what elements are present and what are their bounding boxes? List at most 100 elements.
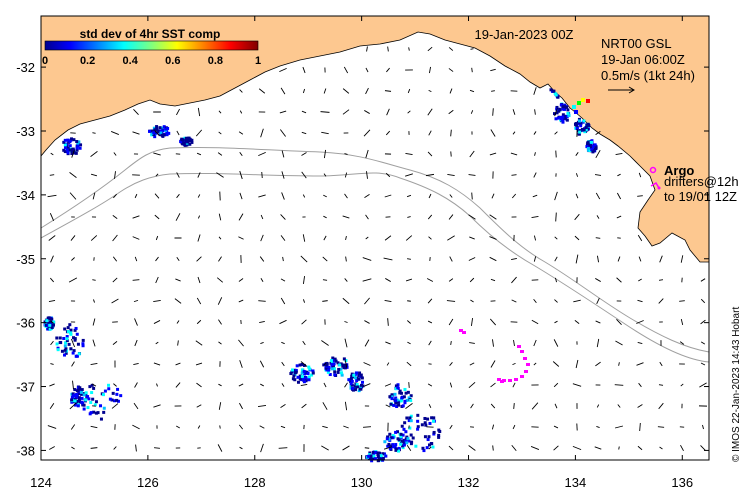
sst-patch-cell (593, 143, 597, 147)
sst-patch-cell (391, 445, 395, 449)
current-vector (489, 214, 497, 220)
current-vector (532, 194, 538, 198)
sst-patch-cell (381, 456, 385, 460)
current-vector (513, 403, 515, 409)
current-vector (92, 318, 96, 326)
sst-patch-cell (102, 410, 106, 414)
current-vector (575, 173, 579, 177)
current-vector (195, 340, 203, 346)
current-vector (595, 130, 601, 136)
sst-patch-cell (290, 368, 294, 372)
current-vector (471, 67, 473, 73)
current-vector (90, 173, 98, 177)
sst-patch-cell (72, 336, 76, 340)
sst-patch-cell (350, 383, 354, 387)
sst-patch-cell (557, 109, 561, 113)
current-vector (323, 149, 327, 159)
sst-patch-cell (80, 388, 84, 392)
current-vector (132, 215, 140, 219)
sst-patch-cell (183, 136, 187, 140)
sst-patch-cell (152, 126, 156, 130)
current-vector (595, 192, 601, 200)
sst-patch-cell (167, 131, 171, 135)
sst-patch-cell (81, 342, 85, 346)
current-vector (427, 298, 433, 304)
sst-patch-cell (427, 435, 431, 439)
current-vector (323, 215, 327, 219)
sst-patch-cell (437, 435, 441, 439)
current-vector (239, 170, 243, 180)
current-vector (469, 236, 475, 240)
current-vector (238, 236, 244, 240)
current-vector (280, 425, 286, 429)
current-vector (575, 254, 579, 264)
current-vector (385, 172, 391, 178)
sst-patch-cell (423, 435, 427, 439)
current-vector (638, 278, 642, 282)
current-vector (384, 383, 392, 387)
sst-patch-cell (394, 384, 398, 388)
current-vector (176, 320, 180, 324)
current-vector (427, 214, 433, 220)
current-vector (407, 110, 411, 114)
sst-patch-cell (427, 443, 431, 447)
sst-patch-cell (48, 327, 52, 331)
sst-patch-cell (431, 419, 435, 423)
sst-patch-cell (73, 388, 77, 392)
sst-patch-cell (66, 138, 70, 142)
sst-patch-cell (389, 402, 393, 406)
current-vector (155, 341, 159, 345)
sst-patch-cell (298, 374, 302, 378)
sst-patch-cell (115, 398, 119, 402)
current-vector (511, 257, 517, 261)
current-vector (342, 109, 350, 115)
sst-patch-cell (402, 441, 406, 445)
sst-patch-cell (350, 379, 354, 383)
sst-patch-cell (63, 150, 67, 154)
sst-patch-cell (344, 359, 348, 363)
current-vector (90, 235, 98, 241)
current-vector (279, 67, 287, 73)
current-vectors (47, 46, 708, 453)
current-vector (93, 299, 95, 303)
sst-patch-cell (399, 399, 403, 403)
current-vector (49, 446, 55, 450)
current-vector (407, 88, 411, 94)
current-vector (364, 339, 370, 347)
sst-patch-cell (394, 447, 398, 451)
sst-patch-cell (585, 145, 589, 149)
current-vector (384, 90, 392, 92)
sst-patch-cell (69, 331, 73, 335)
sst-patch-cell (88, 385, 92, 389)
sst-patch-cell (591, 150, 595, 154)
sst-patch-cell (397, 449, 401, 453)
lat-tick-label: -32 (16, 60, 35, 75)
current-vector (176, 193, 180, 199)
sst-patch-cell (71, 351, 75, 355)
current-vector (448, 278, 454, 282)
sst-patch-cell (300, 362, 304, 366)
sst-patch-cell (558, 108, 562, 112)
sst-patch-cell (584, 126, 588, 130)
sst-patch-cell (437, 428, 441, 432)
current-vector (492, 445, 494, 451)
sst-patch-cell (349, 377, 353, 381)
sst-patch-cell (90, 391, 94, 395)
current-vector (134, 193, 138, 199)
sst-patch-cell (88, 412, 92, 416)
sst-patch-cell (578, 130, 582, 134)
current-vector (70, 424, 76, 430)
sst-patch-cell (430, 416, 434, 420)
sst-patch-cell (359, 373, 363, 377)
current-vector (531, 215, 539, 219)
sst-patch-cell (369, 454, 373, 458)
current-vector (365, 67, 369, 73)
sst-patch-cell (69, 328, 73, 332)
sst-patch-cell (298, 377, 302, 381)
current-vector (383, 446, 393, 450)
current-vector (617, 256, 621, 262)
sst-patch-cell (150, 133, 154, 137)
sst-stddev-patches (43, 88, 598, 463)
current-vector (177, 340, 179, 346)
sst-patch-cell (565, 118, 569, 122)
